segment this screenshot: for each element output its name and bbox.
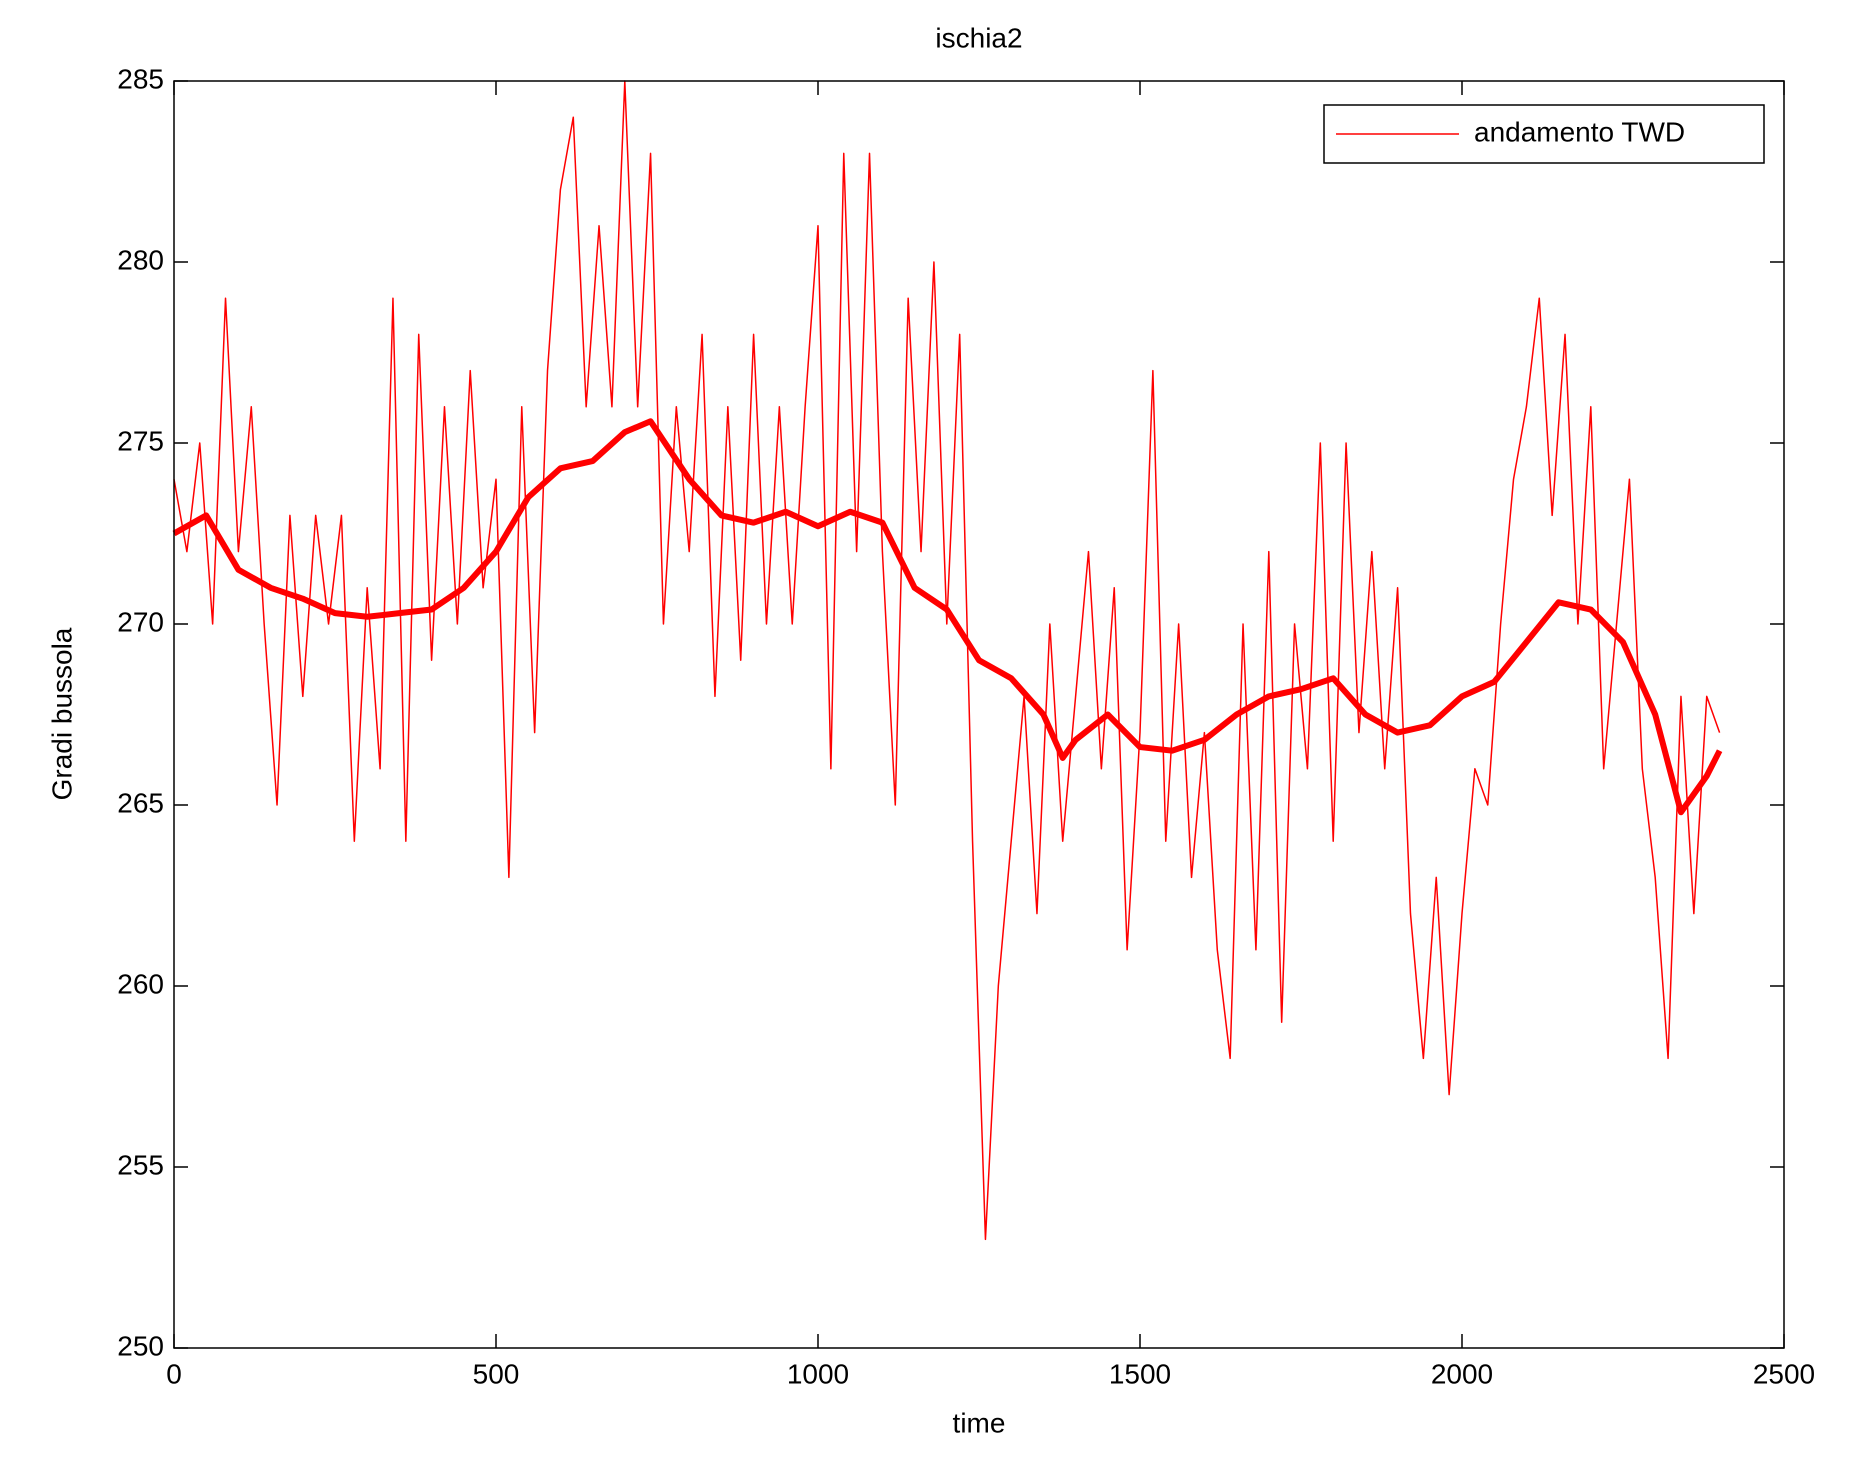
chart-title: ischia2 — [935, 22, 1022, 53]
x-tick-label: 1500 — [1109, 1358, 1171, 1389]
x-tick-label: 500 — [473, 1358, 520, 1389]
x-axis-label: time — [953, 1407, 1006, 1438]
y-tick-label: 280 — [117, 244, 164, 275]
x-tick-label: 1000 — [787, 1358, 849, 1389]
y-tick-label: 275 — [117, 425, 164, 456]
x-tick-label: 2500 — [1753, 1358, 1815, 1389]
axes-box — [173, 80, 1785, 1349]
y-tick-label: 260 — [117, 968, 164, 999]
x-tick-label: 2000 — [1431, 1358, 1493, 1389]
y-tick-label: 250 — [117, 1330, 164, 1361]
x-tick-label: 0 — [166, 1358, 182, 1389]
y-tick-label: 255 — [117, 1149, 164, 1180]
legend-label: andamento TWD — [1474, 116, 1685, 147]
data-line — [172, 418, 1723, 816]
y-tick-label: 285 — [117, 63, 164, 94]
y-axis-label: Gradi bussola — [46, 627, 77, 800]
plot-area — [174, 81, 1784, 1348]
y-tick-label: 270 — [117, 606, 164, 637]
y-tick-label: 265 — [117, 787, 164, 818]
data-line — [173, 80, 1721, 1241]
